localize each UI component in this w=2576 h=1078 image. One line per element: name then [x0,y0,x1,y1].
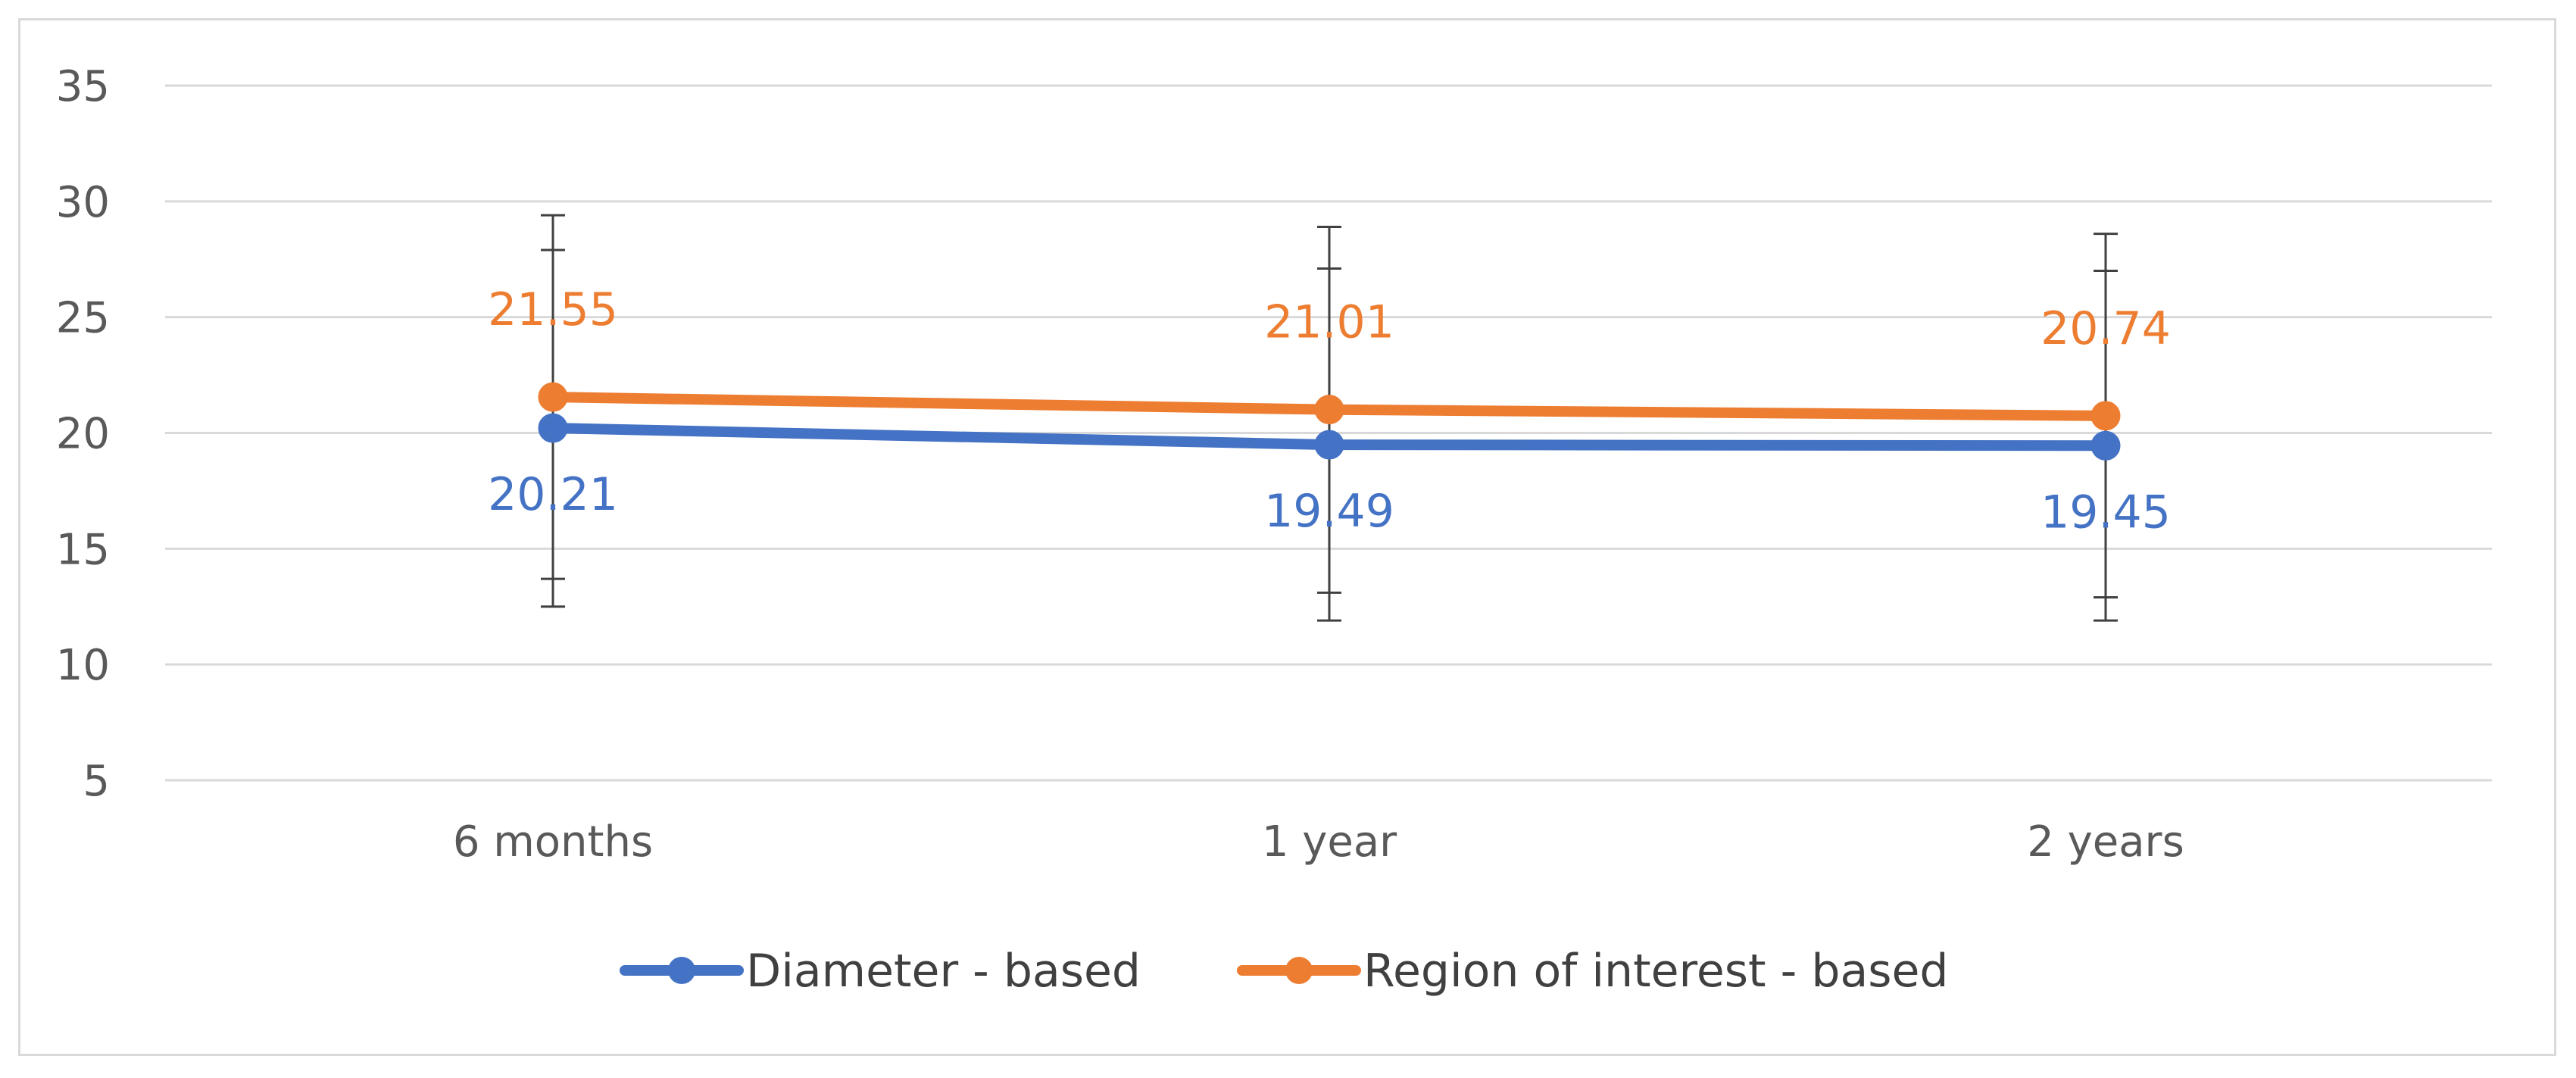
x-axis-tick-labels: 6 months 1 year 2 years [453,817,2184,867]
legend-marker [1285,957,1313,984]
y-tick-label: 5 [83,757,110,806]
data-label: 19.45 [2041,486,2171,539]
legend-label: Region of interest - based [1363,945,1948,998]
y-tick-label: 10 [56,641,110,690]
legend-entry: Region of interest - based [1237,945,1948,998]
data-label: 21.01 [1264,296,1394,349]
data-label: 20.21 [488,468,618,521]
data-point [538,382,568,412]
chart-frame [18,18,2556,1056]
series-markers [538,382,2121,461]
data-point [1314,430,1344,460]
data-label: 19.49 [1264,485,1394,538]
data-label: 20.74 [2041,302,2171,355]
legend-entry: Diameter - based [620,945,1141,998]
legend: Diameter - based Region of interest - bas… [620,945,1948,998]
x-tick-label: 2 years [2027,817,2184,867]
y-tick-label: 30 [56,178,110,227]
y-tick-label: 20 [56,410,110,459]
x-tick-label: 1 year [1262,817,1397,867]
y-tick-label: 25 [56,294,110,343]
y-tick-label: 35 [56,62,110,111]
legend-label: Diameter - based [746,945,1141,998]
y-axis-tick-labels: 5 10 15 20 25 30 35 [56,62,110,806]
legend-marker [668,957,695,984]
data-point [2090,401,2121,431]
y-tick-label: 15 [56,525,110,574]
data-point [2090,430,2121,461]
data-point [1314,395,1344,425]
data-label: 21.55 [488,283,618,336]
x-tick-label: 6 months [453,817,653,867]
data-point [538,413,568,443]
data-labels: 20.21 19.49 19.45 21.55 21.01 20.74 [488,283,2171,539]
